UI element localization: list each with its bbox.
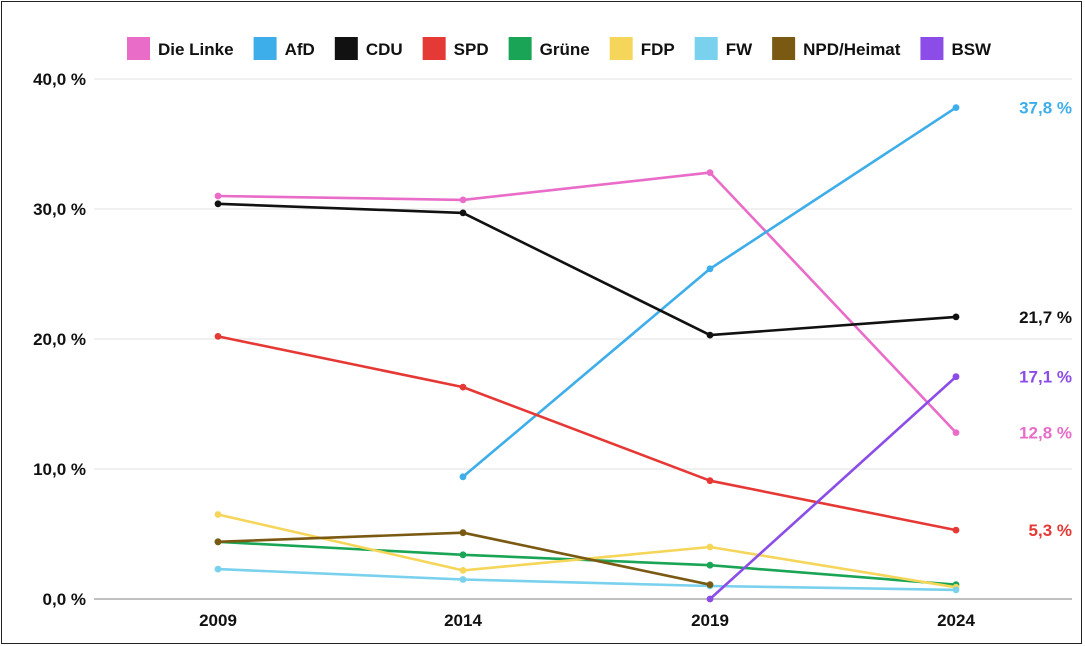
legend-label-spd: SPD (454, 40, 489, 59)
legend-swatch-die-linke (127, 37, 150, 60)
data-point-spd (214, 333, 222, 340)
legend-label-npd-heimat: NPD/Heimat (803, 40, 901, 59)
data-point-fdp (706, 543, 714, 551)
end-label-die-linke: 12,8 % (1019, 424, 1072, 443)
series-line-afd (462, 106, 957, 478)
legend-label-fw: FW (726, 40, 753, 59)
data-point-bsw (952, 373, 960, 381)
series-line-fw (217, 567, 957, 592)
legend-swatch-afd (253, 37, 277, 60)
legend-swatch-npd-heimat (772, 37, 796, 60)
legend-swatch-fdp (609, 37, 633, 60)
legend-swatch-bsw (920, 37, 944, 60)
data-point-npd-heimat (459, 529, 467, 537)
end-label-cdu: 21,7 % (1019, 308, 1072, 327)
series-line-spd (217, 335, 957, 532)
legend-label-die-linke: Die Linke (158, 40, 234, 59)
data-point-gr-ne (706, 561, 714, 569)
x-tick-label: 2009 (199, 611, 237, 630)
end-label-afd: 37,8 % (1019, 99, 1072, 118)
data-point-afd (459, 473, 467, 481)
data-point-fdp (459, 567, 467, 574)
y-tick-label: 10,0 % (33, 460, 86, 479)
data-point-die-linke (706, 169, 714, 177)
legend-label-bsw: BSW (951, 40, 992, 59)
data-point-die-linke (214, 192, 222, 200)
legend-label-cdu: CDU (366, 40, 403, 59)
data-point-cdu (214, 200, 222, 208)
y-tick-label: 40,0 % (33, 70, 86, 89)
end-label-spd: 5,3 % (1029, 521, 1072, 540)
x-tick-label: 2019 (691, 611, 729, 630)
series-line-cdu (217, 202, 957, 337)
data-point-spd (952, 526, 960, 534)
data-point-fw (952, 586, 960, 594)
data-point-afd (952, 104, 960, 111)
data-point-spd (706, 477, 714, 485)
y-tick-label: 20,0 % (33, 330, 86, 349)
data-point-fw (214, 565, 222, 573)
x-tick-label: 2024 (937, 611, 975, 630)
legend-swatch-fw (694, 37, 718, 60)
data-point-afd (706, 265, 714, 273)
y-tick-label: 30,0 % (33, 200, 86, 219)
legend-label-gr-ne: Grüne (540, 40, 590, 59)
data-point-cdu (706, 331, 714, 339)
series-line-bsw (709, 375, 957, 600)
series-line-die-linke (217, 171, 957, 434)
legend-label-fdp: FDP (641, 40, 675, 59)
legend-swatch-spd (422, 37, 446, 60)
data-point-die-linke (459, 196, 467, 204)
data-point-gr-ne (459, 551, 467, 559)
end-label-bsw: 17,1 % (1019, 368, 1072, 387)
series-line-gr-ne (217, 540, 957, 586)
data-point-npd-heimat (706, 581, 714, 589)
y-tick-label: 0,0 % (43, 590, 86, 609)
data-point-npd-heimat (214, 538, 222, 546)
legend-swatch-cdu (334, 37, 358, 60)
data-point-die-linke (952, 429, 960, 436)
legend-swatch-gr-ne (508, 37, 532, 60)
x-tick-label: 2014 (444, 611, 482, 630)
legend-label-afd: AfD (285, 40, 315, 59)
data-point-cdu (952, 313, 960, 321)
data-point-cdu (459, 209, 467, 217)
data-point-spd (459, 383, 467, 391)
data-point-fdp (214, 511, 222, 518)
data-point-bsw (706, 595, 714, 603)
data-point-fw (459, 576, 467, 583)
